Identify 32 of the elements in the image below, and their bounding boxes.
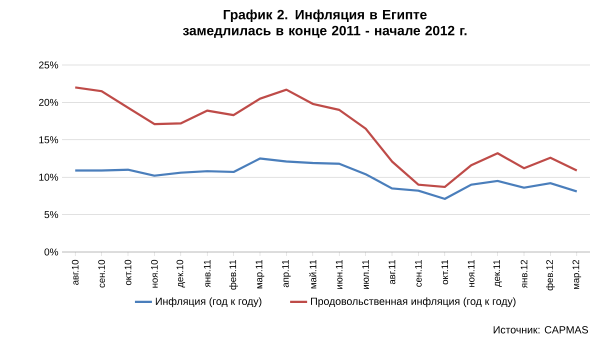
x-tick-label: фев.11 (229, 260, 238, 290)
y-tick-label: 20% (39, 98, 58, 106)
x-tick-label: июн.11 (336, 260, 343, 289)
x-tick-label: дек.10 (176, 260, 186, 288)
y-tick-label: 15% (39, 136, 58, 144)
x-tick-label: май.11 (309, 260, 316, 288)
x-tick-label: сен.10 (98, 260, 105, 288)
x-tick-label: янв.11 (204, 260, 210, 288)
x-tick-label: авг.11 (388, 260, 396, 284)
y-tick-label: 25% (39, 61, 58, 69)
x-tick-label: ноя.10 (151, 260, 158, 288)
line-series (74, 157, 578, 200)
line-series (74, 86, 578, 188)
x-tick-label: апр.11 (282, 260, 291, 288)
x-tick-label: мар.12 (572, 260, 582, 290)
x-tick-label: фев.12 (546, 260, 555, 290)
x-tick-label: авг.10 (72, 260, 79, 285)
x-tick-label: янв.12 (520, 260, 528, 288)
text: Источник: CAPMAS (494, 326, 588, 334)
x-tick-label: дек.11 (493, 260, 502, 287)
y-tick-label: 0% (44, 248, 58, 256)
x-tick-label: мар.11 (256, 260, 264, 288)
x-tick-label: сен.11 (415, 260, 422, 287)
chart-title: График 2. Инфляция в Египте замедлилась в конце 2011 - начале 2012 г. (182, 10, 466, 38)
x-tick-label: окт.10 (124, 260, 132, 286)
x-tick-label: ноя.11 (468, 260, 475, 287)
y-tick-label: 5% (44, 211, 58, 218)
x-tick-label: окт.11 (442, 260, 448, 284)
x-tick-label: июл.11 (362, 260, 369, 290)
legend-label: Продовольственная инфляция (год к году) (311, 297, 516, 308)
legend-label: Инфляция (год к году) (156, 297, 262, 308)
y-tick-label: 10% (39, 174, 58, 181)
